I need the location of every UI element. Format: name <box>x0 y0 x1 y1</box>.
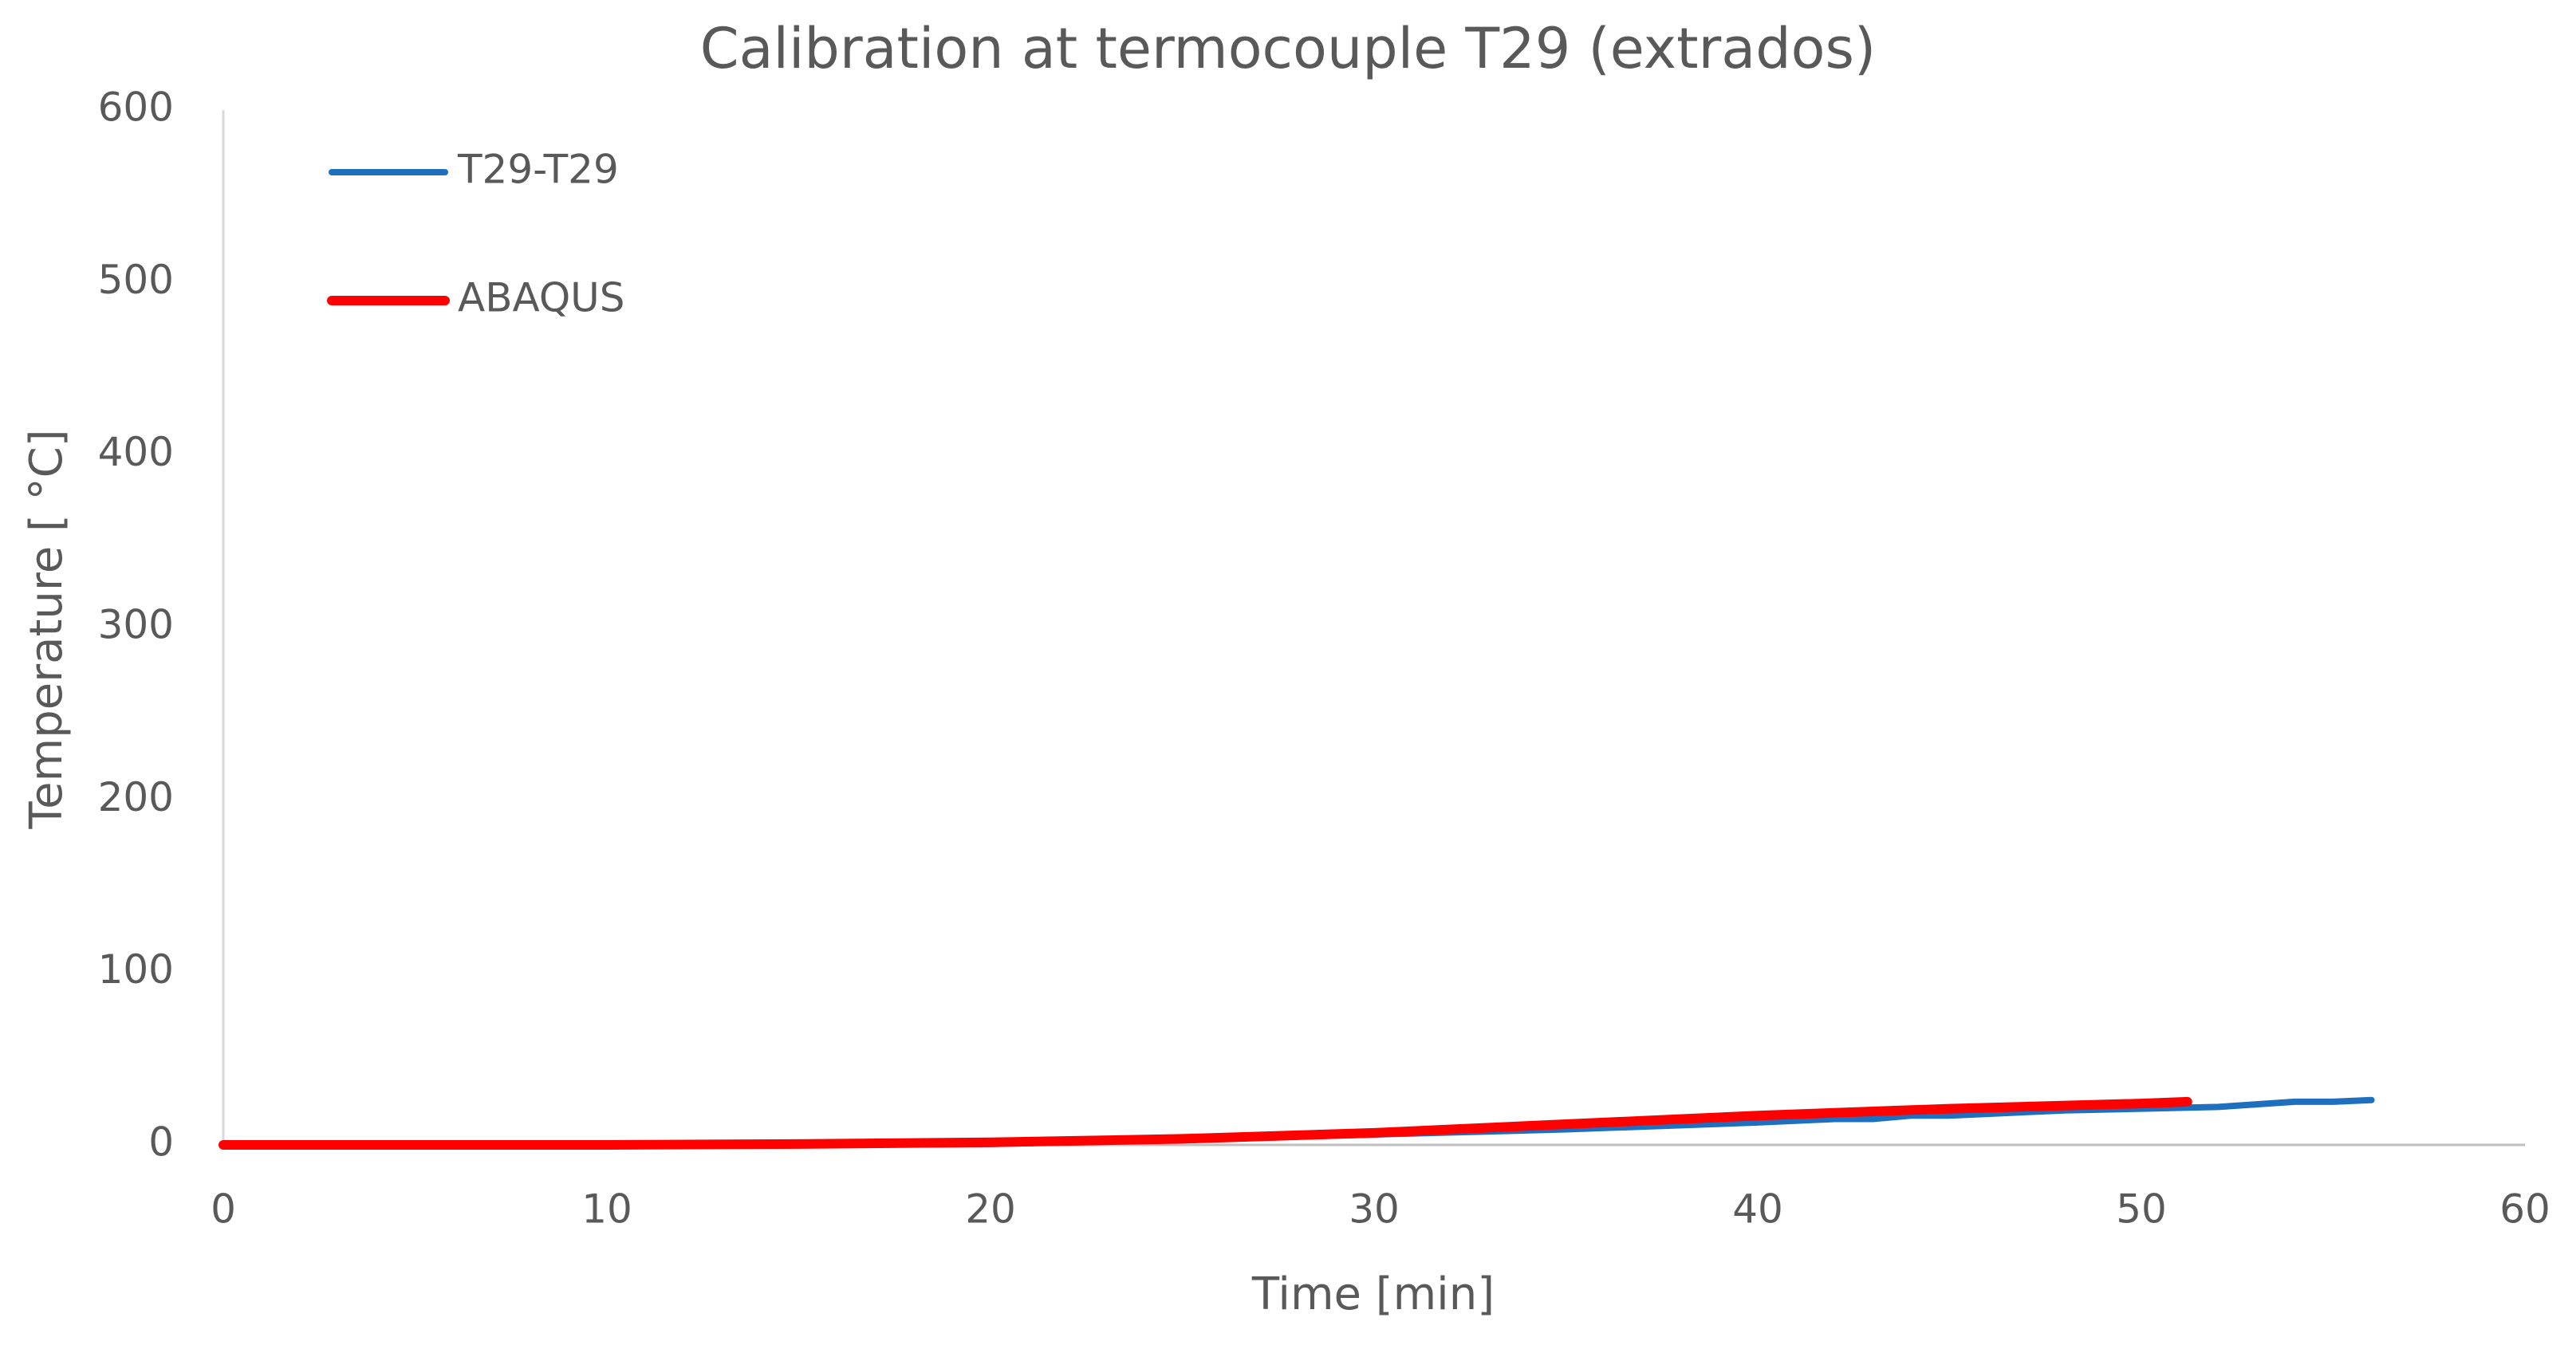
y-tick-label: 600 <box>98 85 174 131</box>
y-tick-label: 400 <box>98 429 174 475</box>
y-tick-label: 500 <box>98 257 174 303</box>
x-tick-label: 50 <box>2116 1186 2167 1233</box>
series-line <box>219 1096 2192 1150</box>
x-tick-label: 40 <box>1732 1186 1783 1233</box>
y-tick-label: 0 <box>148 1119 174 1166</box>
x-tick-label: 10 <box>581 1186 632 1233</box>
x-axis-label: Time [min] <box>1251 1268 1495 1320</box>
x-tick-label: 0 <box>211 1186 236 1233</box>
x-tick-label: 30 <box>1349 1186 1400 1233</box>
chart-title: Calibration at termocouple T29 (extrados… <box>700 16 1876 81</box>
y-tick-label: 200 <box>98 774 174 820</box>
y-tick-label: 100 <box>98 946 174 993</box>
legend-label: T29-T29 <box>457 147 619 193</box>
x-tick-label: 20 <box>965 1186 1016 1233</box>
x-tick-label: 60 <box>2499 1186 2550 1233</box>
y-axis-label: Temperature [ °C] <box>21 429 73 829</box>
y-tick-label: 300 <box>98 602 174 648</box>
legend-label: ABAQUS <box>458 275 625 321</box>
